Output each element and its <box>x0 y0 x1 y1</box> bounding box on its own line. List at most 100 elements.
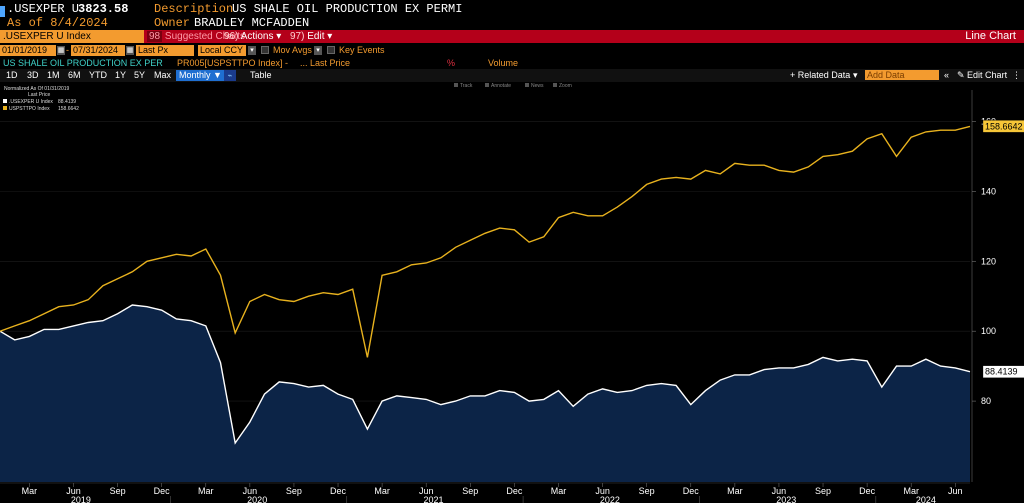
usexper-last-value-box <box>982 365 1024 378</box>
chart-style-icon[interactable]: ⌁ <box>224 70 236 81</box>
as-of-date: As of 8/4/2024 <box>7 16 108 30</box>
y-tick-label: 100 <box>981 326 996 336</box>
x-year-label: 2022 <box>600 495 620 503</box>
mini-legend-item-2-value: 158.6642 <box>58 106 79 112</box>
x-tick-label: Mar <box>198 486 214 496</box>
table-button[interactable]: Table <box>250 70 272 80</box>
collapse-icon[interactable]: « <box>944 70 950 80</box>
x-year-label: 2020 <box>247 495 267 503</box>
related-data-button[interactable]: + Related Data <box>790 70 851 80</box>
track-tool[interactable]: Track <box>460 83 473 89</box>
x-year-label: 2021 <box>424 495 444 503</box>
x-tick-label: Dec <box>859 486 876 496</box>
last-price-label: ... Last Price <box>300 58 351 68</box>
currency-select[interactable]: Local CCY <box>198 45 246 56</box>
pct-label: % <box>447 58 456 68</box>
period-3d[interactable]: 3D <box>27 70 39 80</box>
y-tick-label: 80 <box>981 396 991 406</box>
mini-legend-item-2-name: USPSTTPO Index <box>9 106 50 112</box>
mini-legend-sub: Last Price <box>28 92 50 98</box>
key-events-checkbox[interactable] <box>327 46 335 54</box>
mini-legend: Normalized As Of 01/31/2019 Last Price .… <box>0 82 82 115</box>
header-row-2: As of 8/4/2024 Owner BRADLEY MCFADDEN <box>0 16 1024 30</box>
edit-menu[interactable]: 97) Edit ▾ <box>290 31 333 42</box>
track-tool-icon[interactable] <box>454 83 458 87</box>
calendar-icon[interactable]: ▦ <box>126 46 134 55</box>
security-field[interactable]: .USEXPER U Index <box>0 30 144 43</box>
ticker[interactable]: .USEXPER U <box>7 2 80 16</box>
news-tool-icon[interactable] <box>525 83 529 87</box>
x-tick-label: Jun <box>419 486 434 496</box>
x-tick-label: Sep <box>639 486 655 496</box>
actions-menu[interactable]: 96) Actions ▾ <box>224 31 282 42</box>
period-max[interactable]: Max <box>154 70 172 80</box>
volume-label: Volume <box>488 58 519 68</box>
description-value: US SHALE OIL PRODUCTION EX PERMI <box>232 2 463 16</box>
x-year-label: 2023 <box>776 495 796 503</box>
period-5y[interactable]: 5Y <box>134 70 146 80</box>
y-tick-label: 140 <box>981 186 996 196</box>
edit-chart-button[interactable]: ✎ Edit Chart <box>957 70 1008 80</box>
zoom-tool-icon[interactable] <box>553 83 557 87</box>
annotate-tool[interactable]: Annotate <box>491 83 511 89</box>
field-select[interactable]: Last Px <box>136 45 194 56</box>
news-tool[interactable]: News <box>531 83 544 89</box>
x-tick-label: Mar <box>374 486 390 496</box>
x-tick-label: Sep <box>815 486 831 496</box>
chart-type-label[interactable]: Line Chart <box>965 30 1016 42</box>
x-tick-label: Dec <box>154 486 171 496</box>
x-tick-label: Dec <box>330 486 347 496</box>
x-tick-label: Mar <box>903 486 919 496</box>
more-icon[interactable]: ⋮ <box>1012 70 1021 80</box>
chevron-down-icon[interactable]: ▾ <box>314 46 322 55</box>
series-1-label[interactable]: US SHALE OIL PRODUCTION EX PER <box>3 58 163 68</box>
x-tick-label: Sep <box>462 486 478 496</box>
uspsttpo-last-value: 158.6642 <box>985 121 1023 131</box>
mini-legend-item-1-name: .USEXPER U Index <box>9 99 53 105</box>
x-tick-label: Jun <box>595 486 610 496</box>
owner-label: Owner <box>154 16 191 30</box>
chevron-down-icon[interactable]: ▾ <box>853 70 858 80</box>
uspsttpo-series-line[interactable] <box>0 125 971 358</box>
frequency-select[interactable]: Monthly ▼ <box>176 70 225 81</box>
x-tick-label: Dec <box>506 486 523 496</box>
x-tick-label: Jun <box>243 486 258 496</box>
suggested-charts-button[interactable]: 98 Suggested Charts <box>147 31 245 42</box>
x-tick-label: Jun <box>772 486 787 496</box>
period-ytd[interactable]: YTD <box>89 70 107 80</box>
start-date-field[interactable]: 01/01/2019 <box>0 45 56 56</box>
header-row-1: .USEXPER U 3823.58 Description US SHALE … <box>0 2 1024 18</box>
calendar-icon[interactable]: ▦ <box>57 46 65 55</box>
period-1y[interactable]: 1Y <box>115 70 127 80</box>
end-date-field[interactable]: 07/31/2024 <box>71 45 125 56</box>
last-price: 3823.58 <box>78 2 129 16</box>
period-1m[interactable]: 1M <box>47 70 60 80</box>
x-tick-label: Mar <box>22 486 38 496</box>
controls-row: 01/01/2019 ▦ - 07/31/2024 ▦ Last Px Loca… <box>0 45 385 56</box>
period-1d[interactable]: 1D <box>6 70 18 80</box>
series-2-label[interactable]: PR005[USPSTTPO Index] - <box>177 58 289 68</box>
zoom-tool[interactable]: Zoom <box>559 83 572 89</box>
usexper-series-line[interactable] <box>0 304 971 445</box>
x-tick-label: Dec <box>683 486 700 496</box>
x-tick-label: Sep <box>286 486 302 496</box>
mov-avgs-label: Mov Avgs <box>273 45 312 55</box>
annotate-tool-icon[interactable] <box>485 83 489 87</box>
x-axis: Mar Jun Sep Dec Mar Jun Sep Dec Mar Jun Sep Dec Mar J… <box>0 482 970 503</box>
x-year-label: 2019 <box>71 495 91 503</box>
x-year-label: 2024 <box>916 495 936 503</box>
y-axis: 80100120140160 <box>971 90 996 482</box>
function-toolbar: .USEXPER U Index 98 Suggested Charts 96)… <box>0 30 1024 43</box>
last-value-tags: 158.6642 88.4139 <box>982 120 1024 378</box>
x-tick-label: Jun <box>66 486 81 496</box>
period-6m[interactable]: 6M <box>68 70 81 80</box>
add-data-input[interactable]: Add Data <box>865 70 939 80</box>
line-chart[interactable]: 80100120140160 MarJunSepDecMarJunSepDecM… <box>0 82 1024 503</box>
y-tick-label: 120 <box>981 256 996 266</box>
x-tick-label: Jun <box>948 486 963 496</box>
mini-legend-item-1-value: 88.4139 <box>58 99 76 105</box>
ticker-marker <box>0 6 5 17</box>
usexper-last-value: 88.4139 <box>985 367 1018 377</box>
mov-avgs-checkbox[interactable] <box>261 46 269 54</box>
chevron-down-icon[interactable]: ▾ <box>248 46 256 55</box>
